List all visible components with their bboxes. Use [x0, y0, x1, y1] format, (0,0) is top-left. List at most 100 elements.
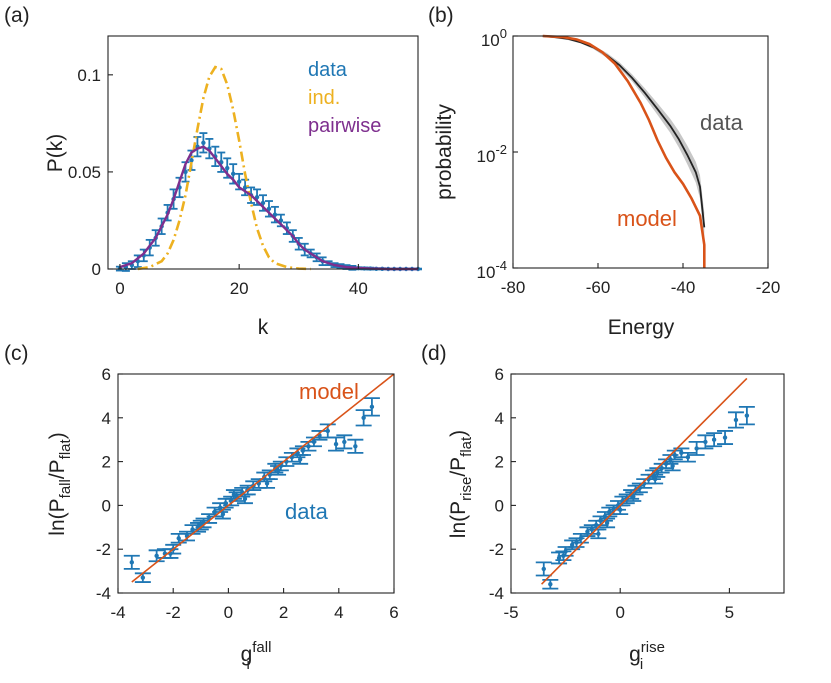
- panel-d-ytick-2: 0: [495, 496, 504, 515]
- panel-c-xtick-5: 6: [389, 603, 398, 622]
- panel-a-data-point-15: [205, 138, 214, 160]
- panel-d-label: (d): [421, 342, 447, 365]
- panel-d-point-0: [535, 561, 552, 577]
- panel-c-point-44: [292, 454, 309, 465]
- panel-d-ytick-3: 2: [495, 453, 504, 472]
- panel-d-ytick-5: 6: [495, 365, 504, 384]
- panel-d-ylabel: ln(Prise/Pflat): [447, 430, 475, 538]
- panel-c-model-line: [131, 373, 395, 583]
- panel-b-plot-area: [542, 34, 706, 268]
- panel-d-point-29: [679, 451, 696, 463]
- panel-a-frame: [107, 35, 419, 270]
- panel-d-point-35: [738, 405, 755, 426]
- legend-data: data: [308, 59, 348, 81]
- panel-c-frame: [117, 373, 395, 594]
- panel-d-point-38: [625, 491, 642, 502]
- panel-c-point-32: [328, 436, 345, 452]
- panel-b-frame: [512, 35, 769, 269]
- panel-b-ylabel: probability: [433, 104, 456, 200]
- panel-a-ytick-0: 0: [92, 260, 101, 279]
- panel-a-xtick-0: 0: [115, 279, 124, 298]
- legend-pairwise: pairwise: [308, 115, 381, 137]
- panel-b-ytick-2: 10-4: [477, 258, 507, 282]
- panel-a-ind-line: [137, 65, 311, 271]
- panel-b-data-line: [542, 35, 706, 228]
- panel-a-plot-area: [115, 65, 422, 272]
- panel-d-point-34: [727, 411, 744, 429]
- panel-b-ytick-0: 100: [481, 26, 507, 50]
- panel-b: (b) -80 -60 -40 -20 100 10-2 10-4 Energy pr…: [428, 4, 780, 339]
- panel-a-data-point-27: [276, 213, 285, 228]
- panel-d-xlabel: grise i: [629, 639, 665, 673]
- panel-b-xtick-1: -60: [586, 278, 611, 297]
- panel-c-xtick-1: -2: [166, 603, 181, 622]
- panel-c-ytick-5: 6: [102, 365, 111, 384]
- panel-c-xtick-4: 4: [334, 603, 343, 622]
- panel-d-point-36: [555, 550, 572, 562]
- panel-c-ytick-1: -2: [96, 540, 111, 559]
- panel-c-point-41: [214, 508, 231, 520]
- panel-a-pairwise-line: [119, 145, 418, 271]
- annotation-model-b: model: [617, 206, 677, 231]
- panel-a-xtick-2: 40: [349, 279, 368, 298]
- panel-d-point-33: [717, 430, 734, 445]
- panel-c-point-35: [355, 409, 372, 427]
- panel-c-point-42: [236, 493, 253, 505]
- panel-c-point-38: [225, 489, 242, 500]
- panel-b-xlabel: Energy: [608, 316, 675, 339]
- panel-c-ytick-2: 0: [102, 496, 111, 515]
- annotation-data-c: data: [285, 499, 329, 524]
- panel-c-point-33: [336, 434, 353, 450]
- panel-c-ylabel: ln(Pfall/Pflat): [46, 432, 74, 535]
- panel-c-point-36: [363, 397, 380, 417]
- panel-b-xtick-0: -80: [501, 278, 526, 297]
- panel-c-point-5: [170, 532, 187, 544]
- panel-c-point-34: [347, 438, 364, 454]
- panel-c-point-2: [148, 549, 165, 563]
- panel-c-point-40: [162, 548, 179, 559]
- panel-d-point-12: [601, 506, 618, 518]
- panel-c-xtick-3: 2: [279, 603, 288, 622]
- panel-d-point-31: [697, 434, 714, 450]
- panel-d-xtick-0: -5: [503, 603, 518, 622]
- panel-d-xtick-1: 0: [615, 603, 624, 622]
- panel-a: (a) 0 20 40 0 0.05 0.1 k P(k) data ind. pairw…: [4, 4, 422, 339]
- panel-a-ticks: 0 20 40 0 0.05 0.1: [68, 66, 368, 298]
- panel-c-ytick-4: 4: [102, 409, 111, 428]
- panel-a-label: (a): [4, 4, 30, 27]
- panel-c: (c) -4 -2 0 2 4 6 -4 -2 0 2 4 6 gfall i ln(Pfall/Pfl…: [4, 342, 399, 673]
- panel-a-xlabel: k: [258, 316, 269, 339]
- panel-b-label: (b): [428, 4, 454, 27]
- panel-c-xtick-2: 0: [224, 603, 233, 622]
- panel-d-point-40: [590, 528, 607, 540]
- panel-d: (d) -5 0 5 -4 -2 0 2 4 6 grise i ln(Prise/Pflat): [421, 342, 785, 673]
- panel-b-ytick-1: 10-2: [477, 142, 507, 166]
- panel-d-xtick-2: 5: [725, 603, 734, 622]
- panel-a-ytick-2: 0.1: [77, 66, 101, 85]
- panel-c-point-0: [123, 554, 140, 570]
- panel-d-point-32: [706, 432, 723, 448]
- panel-d-ytick-1: -2: [489, 540, 504, 559]
- panel-a-data-point-14: [199, 132, 208, 154]
- panel-a-data-point-13: [193, 136, 202, 158]
- panel-d-plot-area: [535, 377, 755, 590]
- panel-c-xlabel: gfall i: [241, 639, 272, 673]
- legend-ind: ind.: [308, 87, 340, 109]
- panel-d-frame: [510, 373, 785, 594]
- panel-b-yticks: 100 10-2 10-4: [477, 26, 518, 282]
- panel-b-xticks: -80 -60 -40 -20: [501, 263, 781, 297]
- panel-d-point-30: [688, 440, 705, 456]
- panel-c-ytick-3: 2: [102, 453, 111, 472]
- panel-d-point-42: [664, 460, 681, 472]
- panel-a-xtick-1: 20: [230, 279, 249, 298]
- panel-b-xtick-2: -40: [671, 278, 696, 297]
- panel-c-ticks: -4 -2 0 2 4 6 -4 -2 0 2 4 6: [96, 365, 399, 622]
- annotation-data-b: data: [700, 110, 744, 135]
- annotation-model-c: model: [299, 379, 359, 404]
- panel-d-model-line: [541, 377, 748, 585]
- panel-d-ticks: -5 0 5 -4 -2 0 2 4 6: [489, 365, 734, 622]
- panel-b-xtick-3: -20: [756, 278, 781, 297]
- panel-b-model-line: [542, 34, 706, 268]
- panel-d-ytick-4: 4: [495, 409, 504, 428]
- panel-c-ytick-0: -4: [96, 584, 111, 603]
